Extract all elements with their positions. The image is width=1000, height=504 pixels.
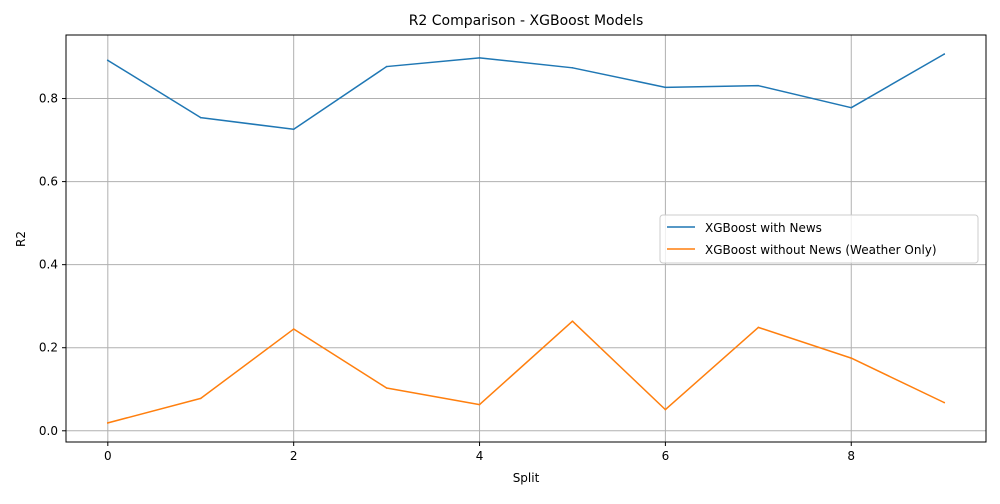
data-point — [199, 116, 202, 119]
legend-label-with-news: XGBoost with News — [705, 221, 822, 235]
y-tick-label: 0.8 — [39, 92, 58, 106]
y-tick-label: 0.4 — [39, 258, 58, 272]
x-tick-label: 8 — [847, 449, 855, 463]
plot-frame — [65, 34, 987, 443]
data-point — [107, 422, 109, 424]
data-point — [757, 84, 760, 87]
y-axis-label: R2 — [14, 231, 28, 247]
data-point — [850, 357, 853, 359]
x-tick-label: 0 — [104, 449, 112, 463]
data-point — [199, 397, 202, 400]
data-point — [664, 408, 667, 411]
data-point — [571, 320, 574, 322]
data-point — [943, 53, 945, 55]
series-lines — [106, 53, 946, 424]
data-point — [292, 328, 295, 330]
data-point — [385, 65, 388, 68]
x-tick-label: 6 — [662, 449, 670, 463]
legend: XGBoost with News XGBoost without News (… — [659, 214, 979, 264]
data-point — [292, 128, 295, 131]
chart-title: R2 Comparison - XGBoost Models — [409, 13, 644, 29]
data-point — [757, 326, 760, 329]
data-point — [850, 106, 853, 109]
data-point — [478, 403, 481, 406]
y-axis-ticks: 0.0 0.2 0.4 0.6 0.8 — [39, 92, 66, 438]
data-point — [664, 86, 667, 89]
legend-box — [659, 214, 979, 264]
legend-label-without-news: XGBoost without News (Weather Only) — [705, 243, 937, 257]
x-tick-label: 4 — [476, 449, 484, 463]
data-point — [385, 387, 388, 389]
x-axis-label: Split — [513, 471, 540, 485]
data-point — [478, 57, 481, 59]
x-tick-label: 2 — [290, 449, 298, 463]
x-axis-ticks: 0 2 4 6 8 — [104, 442, 855, 463]
data-point — [571, 67, 574, 69]
y-tick-label: 0.0 — [39, 424, 58, 438]
y-tick-label: 0.2 — [39, 341, 58, 355]
data-point — [107, 59, 109, 62]
data-point — [943, 401, 945, 404]
series-line-without-news — [106, 320, 946, 424]
series-line-with-news — [106, 53, 946, 131]
y-tick-label: 0.6 — [39, 175, 58, 189]
